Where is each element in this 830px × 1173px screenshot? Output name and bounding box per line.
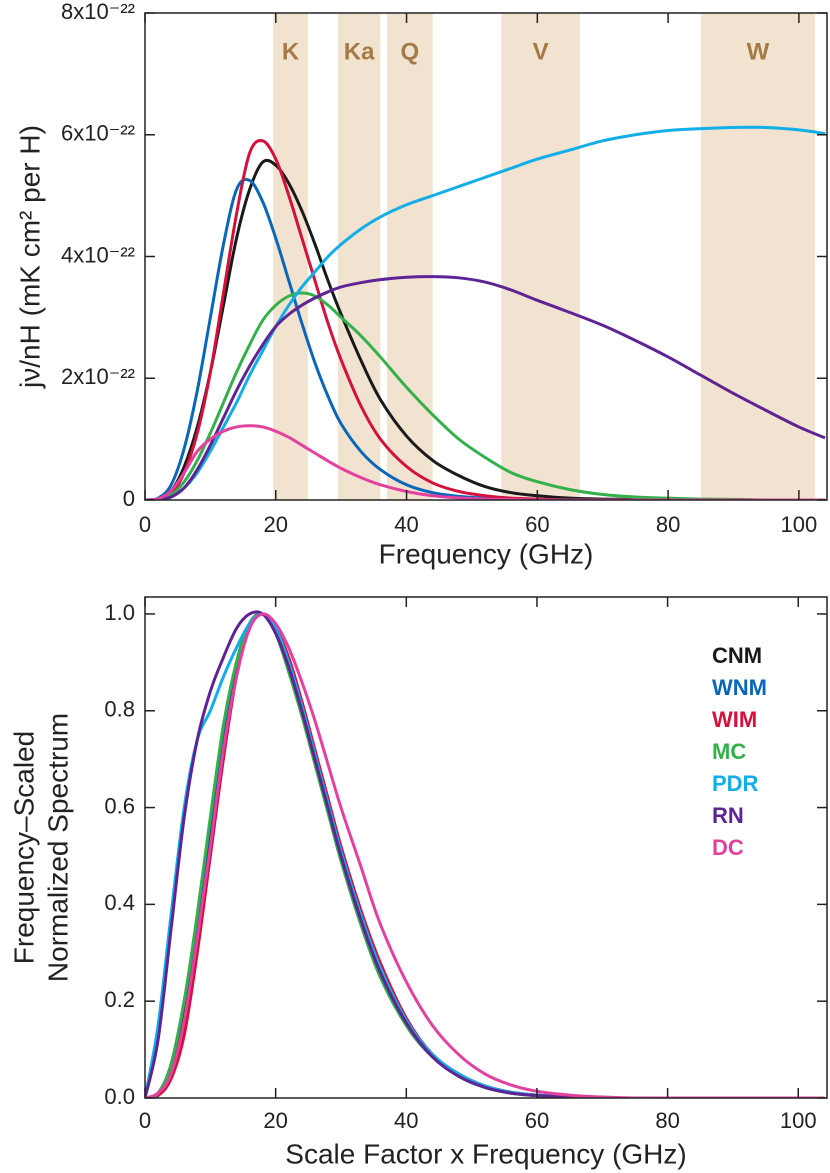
x-tick-label: 80 bbox=[656, 512, 680, 537]
legend-entry: CNM bbox=[712, 643, 762, 668]
spectrum-line bbox=[145, 125, 826, 500]
x-tick-label: 20 bbox=[263, 1108, 287, 1133]
y-tick-label: 4x10⁻²² bbox=[61, 242, 135, 267]
y-tick-label: 1.0 bbox=[104, 600, 135, 625]
y-tick-label: 8x10⁻²² bbox=[61, 0, 135, 24]
plot-frame bbox=[144, 596, 828, 1099]
y-tick-label: 0.2 bbox=[104, 987, 135, 1012]
spectrum-line bbox=[145, 177, 826, 500]
x-tick-label: 100 bbox=[780, 1108, 817, 1133]
band-label: Q bbox=[400, 38, 419, 65]
x-tick-label: 80 bbox=[655, 1108, 679, 1133]
y-tick-label: 0 bbox=[123, 486, 135, 511]
y-axis-label: Frequency–Scaled bbox=[8, 731, 39, 964]
spectrum-line bbox=[145, 291, 826, 500]
band-label: W bbox=[747, 38, 770, 65]
y-tick-label: 0.4 bbox=[104, 890, 135, 915]
x-axis-label: Frequency (GHz) bbox=[379, 538, 594, 569]
y-axis-label: Normalized Spectrum bbox=[42, 713, 73, 982]
legend-entry: WNM bbox=[712, 675, 767, 700]
band-label: V bbox=[533, 38, 549, 65]
spectrum-line bbox=[145, 612, 825, 1098]
x-tick-label: 20 bbox=[264, 512, 288, 537]
spectrum-line bbox=[145, 424, 826, 500]
legend-entry: PDR bbox=[712, 771, 759, 796]
x-tick-label: 100 bbox=[781, 512, 818, 537]
x-tick-label: 60 bbox=[525, 1108, 549, 1133]
frequency-band bbox=[386, 13, 433, 500]
frequency-band bbox=[501, 13, 580, 500]
spectrum-line bbox=[145, 139, 826, 500]
spectrum-line bbox=[145, 610, 825, 1098]
band-label: Ka bbox=[344, 38, 375, 65]
y-tick-label: 0.8 bbox=[104, 697, 135, 722]
y-tick-label: 0.0 bbox=[104, 1084, 135, 1109]
x-tick-label: 0 bbox=[139, 1108, 151, 1133]
legend-entry: WIM bbox=[712, 707, 757, 732]
frequency-band bbox=[700, 13, 816, 500]
frequency-band bbox=[273, 13, 308, 500]
x-tick-label: 40 bbox=[394, 1108, 418, 1133]
x-tick-label: 40 bbox=[394, 512, 418, 537]
series-group bbox=[145, 610, 825, 1098]
legend-entry: RN bbox=[712, 803, 744, 828]
legend-entry: MC bbox=[712, 739, 746, 764]
series-group bbox=[145, 125, 826, 500]
y-tick-label: 2x10⁻²² bbox=[61, 364, 135, 389]
x-tick-label: 0 bbox=[139, 512, 151, 537]
y-tick-label: 0.6 bbox=[104, 793, 135, 818]
x-tick-label: 60 bbox=[525, 512, 549, 537]
band-label: K bbox=[282, 38, 300, 65]
frequency-band bbox=[337, 13, 381, 500]
x-axis-label: Scale Factor x Frequency (GHz) bbox=[285, 1138, 686, 1169]
legend-entry: DC bbox=[712, 835, 744, 860]
y-axis-label: jν/nH (mK cm² per H) bbox=[14, 125, 45, 389]
y-tick-label: 6x10⁻²² bbox=[61, 121, 135, 146]
